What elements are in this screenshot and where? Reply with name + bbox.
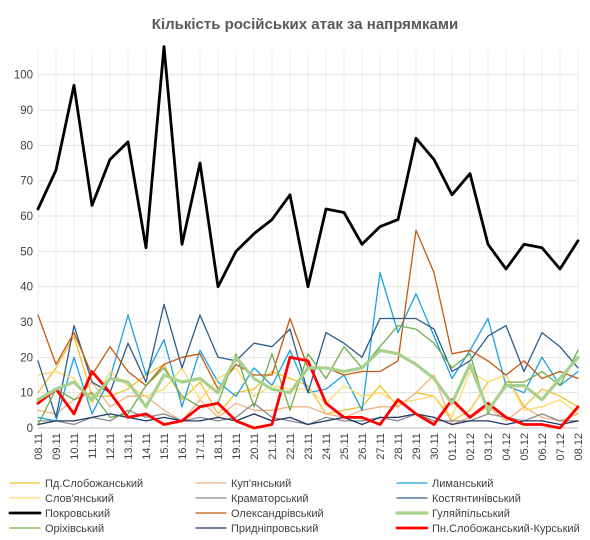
series-line-5 xyxy=(37,303,579,419)
x-tick-label: 08.12 xyxy=(573,433,585,461)
x-tick-label: 09.11 xyxy=(51,433,63,460)
series-lines xyxy=(36,45,580,430)
x-tick-label: 13.11 xyxy=(123,433,135,460)
legend-label: Олександрівський xyxy=(231,508,324,520)
x-tick-label: 24.11 xyxy=(321,433,333,460)
y-tick-label: 30 xyxy=(20,317,33,329)
x-tick-label: 06.12 xyxy=(537,433,549,461)
x-tick-label: 08.11 xyxy=(33,433,45,460)
x-tick-label: 11.11 xyxy=(87,433,99,459)
y-tick-label: 50 xyxy=(20,246,33,258)
legend: Пд.Слобожанський Куп'янський Лиманський Сло… xyxy=(8,478,580,535)
legend-label: Пд.Слобожанський xyxy=(45,478,143,490)
x-tick-label: 04.12 xyxy=(501,433,513,461)
x-tick-label: 18.11 xyxy=(213,433,225,460)
legend-label: Краматорський xyxy=(231,493,309,505)
y-tick-label: 60 xyxy=(20,211,33,223)
x-tick-label: 17.11 xyxy=(195,433,207,460)
x-tick-label: 26.11 xyxy=(357,433,369,460)
x-tick-label: 01.12 xyxy=(447,433,459,461)
series-line-11 xyxy=(36,355,580,430)
y-tick-label: 10 xyxy=(20,388,33,400)
x-axis-ticks: 08.11 09.11 10.11 11.11 12.11 13.11 14.11 15.11… xyxy=(33,433,585,461)
x-tick-label: 12.11 xyxy=(105,433,117,460)
y-tick-label: 70 xyxy=(20,176,33,188)
x-tick-label: 16.11 xyxy=(177,433,189,460)
series-line-3 xyxy=(37,367,579,419)
x-tick-label: 10.11 xyxy=(69,433,81,460)
x-tick-label: 15.11 xyxy=(159,433,171,460)
x-tick-label: 25.11 xyxy=(339,433,351,460)
x-tick-label: 19.11 xyxy=(231,433,243,460)
x-tick-label: 02.12 xyxy=(465,433,477,461)
y-axis-ticks: 0 10 20 30 40 50 60 70 80 90 100 xyxy=(14,70,33,435)
x-tick-label: 29.11 xyxy=(411,433,423,460)
x-tick-label: 23.11 xyxy=(303,433,315,460)
y-tick-label: 0 xyxy=(27,423,33,435)
x-tick-label: 14.11 xyxy=(141,433,153,460)
legend-label: Придніпровський xyxy=(231,523,318,535)
x-tick-label: 05.12 xyxy=(519,433,531,461)
y-tick-label: 40 xyxy=(20,282,33,294)
series-line-6 xyxy=(36,45,580,289)
legend-label: Лиманський xyxy=(432,478,493,490)
legend-label: Гуляйпільський xyxy=(432,508,510,520)
x-tick-label: 22.11 xyxy=(285,433,297,460)
x-tick-label: 21.11 xyxy=(267,433,279,460)
legend-label: Оріхівський xyxy=(45,523,104,535)
x-tick-label: 03.12 xyxy=(483,433,495,461)
y-tick-label: 80 xyxy=(20,140,33,152)
x-tick-label: 20.11 xyxy=(249,433,261,460)
x-tick-label: 27.11 xyxy=(375,433,387,460)
series-line-9 xyxy=(37,324,579,426)
y-tick-label: 90 xyxy=(20,105,33,117)
legend-label: Куп'янський xyxy=(231,478,291,490)
legend-label: Покровський xyxy=(45,508,110,520)
x-tick-label: 30.11 xyxy=(429,433,441,460)
legend-label: Костянтинівський xyxy=(432,493,521,505)
chart-title: Кількість російських атак за напрямками xyxy=(152,16,458,33)
y-tick-label: 100 xyxy=(14,70,33,82)
y-tick-label: 20 xyxy=(20,352,33,364)
legend-label: Пн.Слобожанський-Курський xyxy=(432,523,580,535)
x-tick-label: 07.12 xyxy=(555,433,567,461)
legend-label: Слов'янський xyxy=(45,493,114,505)
series-line-8 xyxy=(36,348,580,412)
x-tick-label: 28.11 xyxy=(393,433,405,460)
